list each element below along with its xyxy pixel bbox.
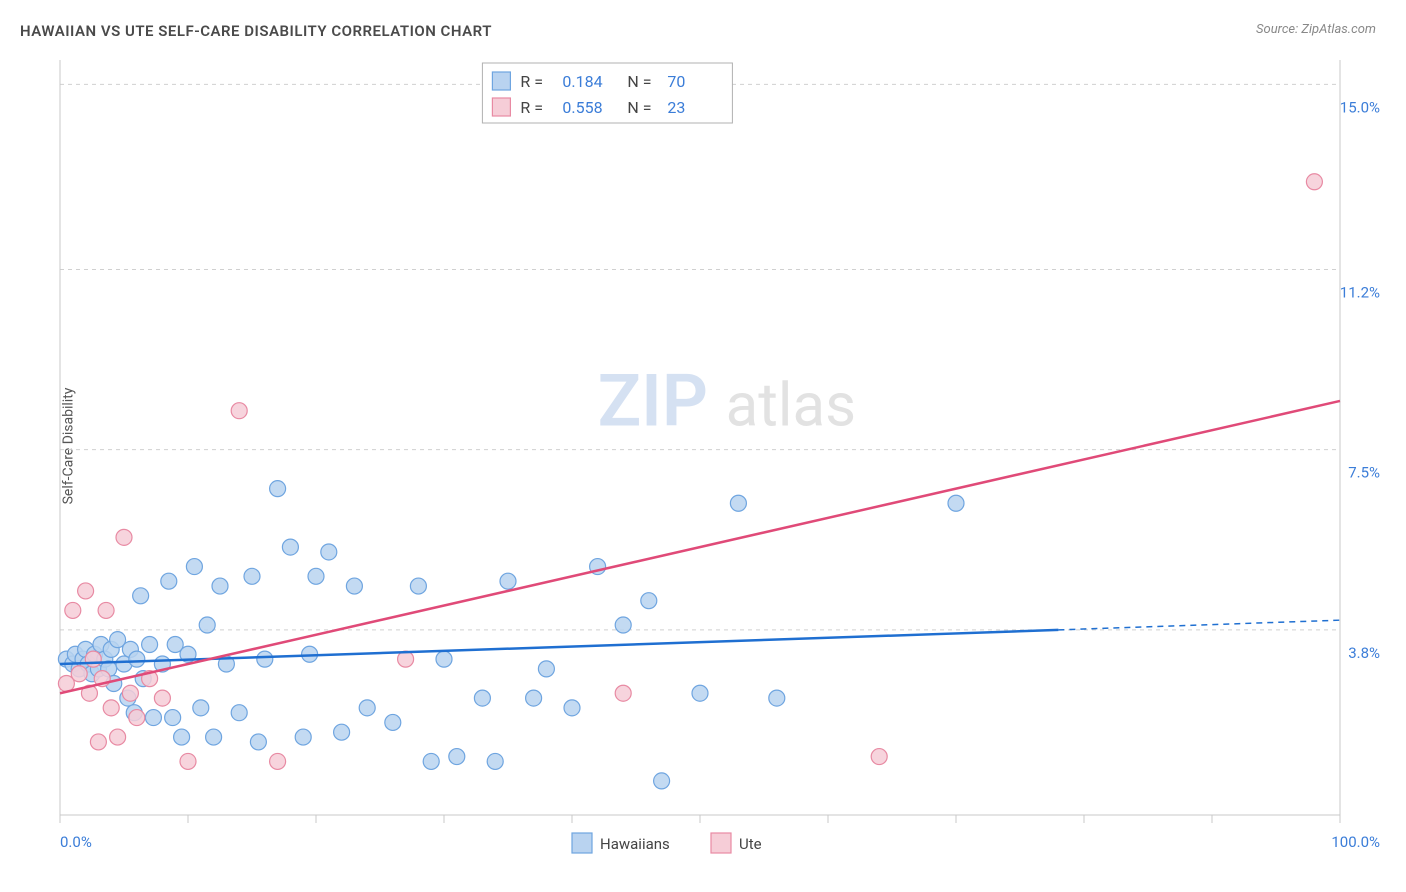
data-point: [500, 573, 516, 589]
chart-area: 3.8%7.5%11.2%15.0%ZIPatlas0.0%100.0%R =0…: [55, 55, 1385, 840]
data-point: [1306, 174, 1322, 190]
data-point: [449, 749, 465, 765]
data-point: [282, 539, 298, 555]
data-point: [186, 559, 202, 575]
data-point: [295, 729, 311, 745]
data-point: [129, 710, 145, 726]
data-point: [129, 651, 145, 667]
data-point: [769, 690, 785, 706]
data-point: [871, 749, 887, 765]
trend-line: [60, 401, 1340, 693]
data-point: [250, 734, 266, 750]
data-point: [103, 700, 119, 716]
data-point: [346, 578, 362, 594]
data-point: [270, 753, 286, 769]
data-point: [257, 651, 273, 667]
stat-n-value: 70: [667, 72, 685, 91]
data-point: [410, 578, 426, 594]
chart-svg: 3.8% 7.5% 11.2% 15.0% ZIP atlas 0.0% 100.0% R = 0…: [55, 55, 1385, 875]
data-point: [199, 617, 215, 633]
data-point: [244, 568, 260, 584]
legend-swatch: [711, 833, 731, 853]
legend-label: Ute: [739, 835, 762, 853]
data-point: [692, 685, 708, 701]
data-point: [359, 700, 375, 716]
y-tick-label: 7.5%: [1348, 464, 1380, 482]
data-point: [116, 529, 132, 545]
data-point: [641, 593, 657, 609]
stat-n-label: N =: [627, 98, 651, 117]
data-point: [212, 578, 228, 594]
source-label: Source: ZipAtlas.com: [1256, 22, 1376, 37]
data-point: [564, 700, 580, 716]
data-point: [193, 700, 209, 716]
data-point: [78, 583, 94, 599]
data-point: [174, 729, 190, 745]
y-tick-label: 15.0%: [1340, 98, 1380, 116]
data-point: [423, 753, 439, 769]
watermark-icon: atlas: [726, 369, 856, 440]
data-point: [615, 685, 631, 701]
y-tick-label: 3.8%: [1348, 644, 1380, 662]
data-point: [71, 666, 87, 682]
data-point: [487, 753, 503, 769]
watermark-icon: ZIP: [598, 358, 708, 443]
data-point: [133, 588, 149, 604]
stat-r-label: R =: [520, 72, 543, 91]
data-point: [474, 690, 490, 706]
data-point: [206, 729, 222, 745]
data-point: [98, 602, 114, 618]
stat-r-value: 0.184: [562, 72, 602, 91]
data-point: [85, 651, 101, 667]
data-point: [730, 495, 746, 511]
legend-swatch: [492, 98, 510, 116]
data-point: [122, 685, 138, 701]
data-point: [538, 661, 554, 677]
legend-label: Hawaiians: [600, 835, 670, 853]
data-point: [308, 568, 324, 584]
data-point: [526, 690, 542, 706]
data-point: [231, 403, 247, 419]
data-point: [161, 573, 177, 589]
stat-n-value: 23: [667, 98, 685, 117]
y-tick-label: 11.2%: [1340, 283, 1380, 301]
legend-swatch: [492, 72, 510, 90]
stat-r-value: 0.558: [562, 98, 602, 117]
data-point: [270, 481, 286, 497]
data-point: [180, 753, 196, 769]
data-point: [142, 637, 158, 653]
data-point: [334, 724, 350, 740]
data-point: [615, 617, 631, 633]
x-tick-label: 0.0%: [60, 833, 92, 851]
data-point: [436, 651, 452, 667]
x-tick-label: 100.0%: [1331, 833, 1380, 851]
data-point: [90, 734, 106, 750]
data-point: [385, 714, 401, 730]
stat-n-label: N =: [627, 72, 651, 91]
data-point: [321, 544, 337, 560]
data-point: [165, 710, 181, 726]
trend-line-extrapolated: [1058, 620, 1340, 630]
legend-swatch: [572, 833, 592, 853]
chart-title: HAWAIIAN VS UTE SELF-CARE DISABILITY COR…: [20, 22, 492, 40]
data-point: [145, 710, 161, 726]
stat-r-label: R =: [520, 98, 543, 117]
chart-container: HAWAIIAN VS UTE SELF-CARE DISABILITY COR…: [0, 0, 1406, 892]
data-point: [110, 729, 126, 745]
data-point: [948, 495, 964, 511]
data-point: [231, 705, 247, 721]
data-point: [654, 773, 670, 789]
data-point: [154, 690, 170, 706]
data-point: [65, 602, 81, 618]
